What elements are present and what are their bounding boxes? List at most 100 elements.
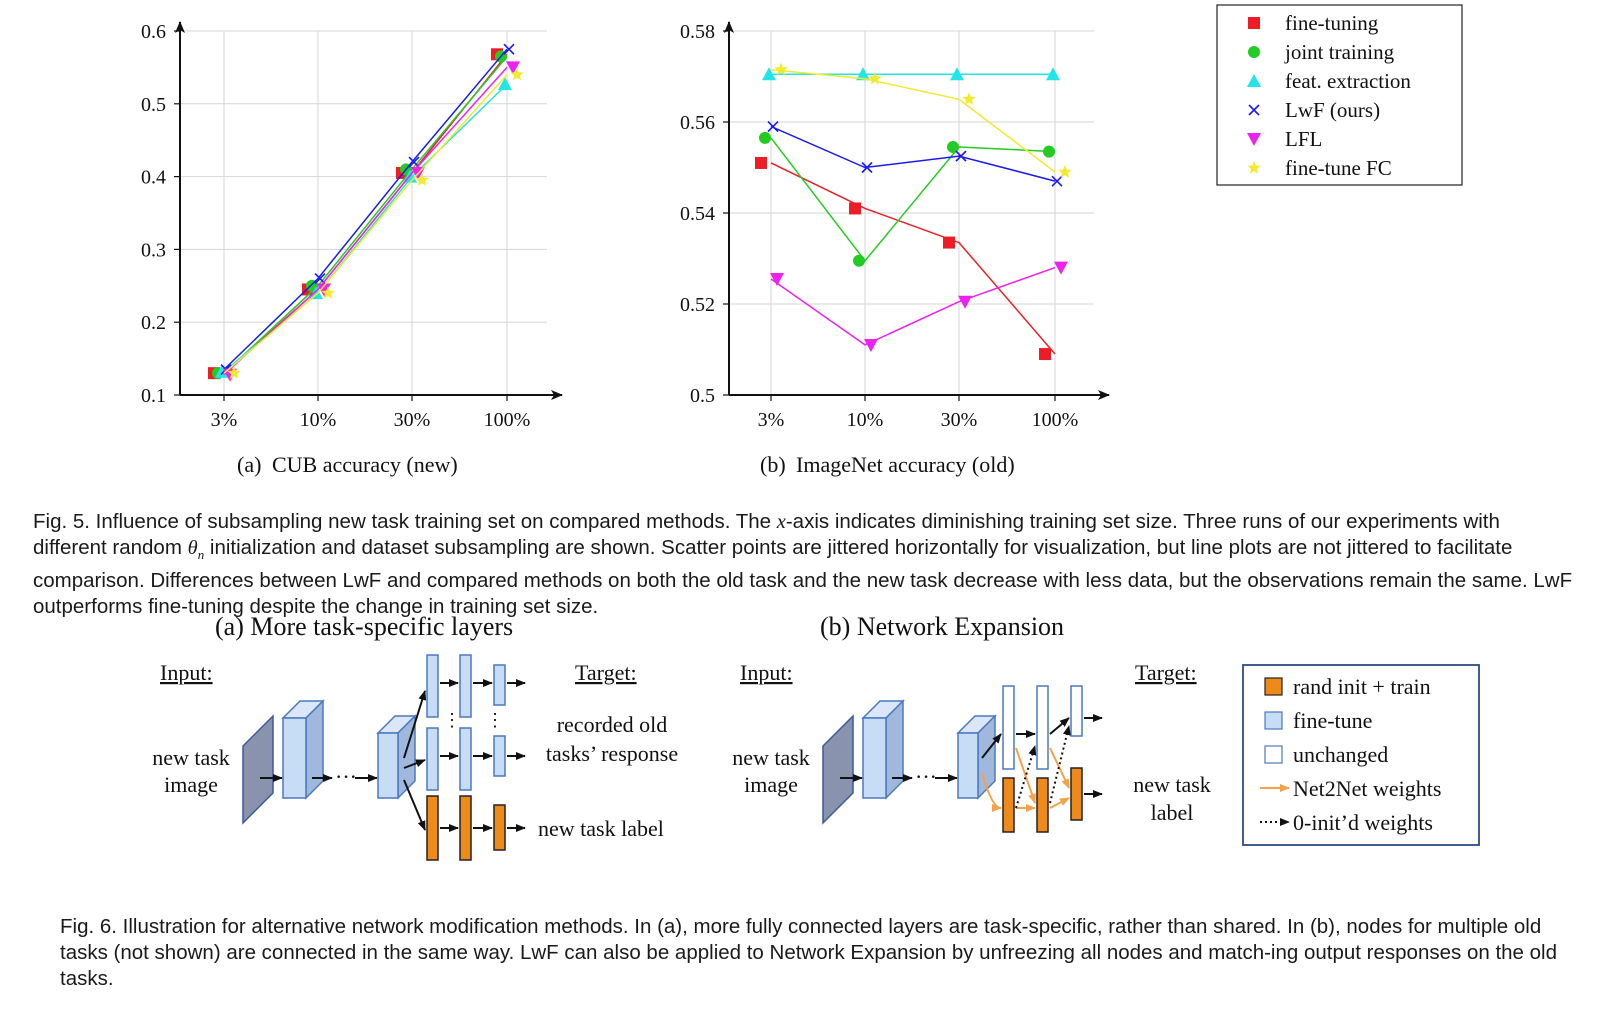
data-point (1043, 145, 1055, 158)
series-line (770, 125, 1056, 182)
y-tick-label: 0.5 (141, 94, 166, 116)
data-point (755, 156, 767, 169)
subcaption-b-tag: (b) (760, 452, 786, 477)
y-tick-label: 0.6 (141, 21, 166, 43)
x-tick-label: 3% (211, 409, 238, 431)
x-tick-label: 10% (300, 409, 337, 431)
panel-a-conv-block-2 (281, 699, 325, 800)
series-line (223, 48, 508, 371)
data-point (1058, 165, 1072, 178)
panel-b-target-label: Target: (1135, 660, 1197, 685)
panel-a-new-task-label: new task label (538, 816, 664, 841)
legend-label: joint training (1284, 40, 1395, 64)
series-fine-tune-fc (770, 62, 1072, 178)
data-point (856, 67, 870, 81)
data-point (1054, 261, 1068, 275)
figure-6-diagram: (a) More task-specific layers (b) Networ… (152, 612, 1480, 861)
panel-a-conv-block-3 (376, 714, 417, 800)
x-tick-label: 30% (394, 409, 431, 431)
caption-math-x: x (776, 511, 786, 533)
figure-5-caption-text-2: -axis indicates diminishing training set… (33, 510, 1500, 559)
panel-b-node-top-3 (1070, 685, 1083, 737)
series-line (223, 53, 508, 374)
y-tick-label: 0.4 (141, 167, 166, 189)
data-point (774, 62, 788, 76)
data-point (861, 161, 873, 174)
series-line (223, 74, 508, 374)
figure-5-charts: 0.10.20.30.40.50.63% 10% 30% 100% 0.50.520.… (141, 4, 1463, 477)
x-tick-label: 10% (847, 409, 884, 431)
y-tick-label: 0.3 (141, 239, 166, 261)
fig6-title-b: (b) Network Expansion (820, 612, 1064, 641)
legend-white-box-icon (1264, 745, 1283, 764)
series-lfl (770, 261, 1068, 352)
y-tick-label: 0.54 (680, 203, 715, 225)
x-tick-label: 3% (758, 409, 785, 431)
series-joint-training (759, 131, 1056, 267)
series-line (770, 266, 1056, 346)
y-tick-label: 0.52 (680, 294, 715, 316)
panel-a-fc-top-3 (493, 664, 506, 706)
legend-label: feat. extraction (1285, 69, 1411, 93)
panel-b-node-new-1 (1002, 777, 1015, 833)
panel-b-ellipsis: ··· (915, 764, 937, 789)
panel-a-vdots-1: ⋮ (443, 710, 461, 730)
series-lwf-ours- (767, 120, 1063, 187)
legend-marker-x-icon (1248, 104, 1260, 116)
panel-a-fc-new-2 (459, 795, 472, 861)
data-point (950, 67, 964, 81)
panel-a-fc-new-1 (426, 795, 439, 861)
panel-a-new-task-image-1: new task (152, 745, 230, 770)
series-feat-extraction (215, 77, 512, 378)
data-point (317, 283, 331, 297)
data-point (759, 131, 771, 144)
data-point (947, 141, 959, 154)
series-fine-tune-fc (223, 67, 524, 379)
data-point (955, 150, 967, 162)
panel-b-node-top-2 (1036, 685, 1049, 770)
series-line (223, 56, 508, 374)
chart-imagenet-accuracy: 0.5 0.52 0.54 0.56 0.58 3% 10% 30% 100% (680, 21, 1110, 431)
data-point (506, 61, 520, 75)
data-point (1039, 348, 1051, 361)
legend-marker-triangle-up-icon (1247, 74, 1261, 87)
panel-a-target-label: Target: (575, 660, 637, 685)
panel-b-new-task-image-2: image (744, 772, 798, 797)
x-tick-label: 30% (941, 409, 978, 431)
panel-a-vdots-2: ⋮ (486, 710, 504, 730)
legend-marker-square-icon (1248, 17, 1260, 29)
panel-a-conv-block-1 (242, 714, 274, 825)
data-point (1046, 67, 1060, 81)
data-point (767, 120, 779, 133)
subcaption-a-text: CUB accuracy (new) (272, 452, 458, 477)
caption-math-theta: θ (187, 537, 198, 559)
panel-a-fc-mid-2 (459, 727, 472, 791)
data-point (503, 43, 515, 55)
panel-b-conv-block-1 (822, 714, 854, 825)
figure-6-caption: Fig. 6. Illustration for alternative net… (60, 914, 1575, 992)
data-point (762, 67, 776, 81)
series-line (770, 68, 1056, 173)
chart-cub-accuracy: 0.1 0.2 0.3 0.4 0.5 0.6 3% 10% 30% 100% (141, 21, 563, 431)
y-tick-label: 0.1 (141, 385, 166, 407)
series-line (223, 66, 508, 376)
data-point (510, 67, 524, 81)
data-point (498, 77, 512, 91)
panel-b-node-new-2 (1036, 777, 1049, 833)
legend-label: fine-tune FC (1285, 156, 1392, 180)
panel-b-network-expansion: Input: Target: new task image ··· (732, 660, 1211, 833)
data-point (868, 71, 882, 85)
panel-b-input-label: Input: (740, 660, 793, 685)
fig6-legend-label-4: 0-init’d weights (1293, 810, 1433, 835)
legend-blue-box-icon (1264, 711, 1283, 730)
x-tick-label: 100% (484, 409, 531, 431)
subcaption-a-tag: (a) (237, 452, 261, 477)
panel-a-fc-top-1 (426, 654, 439, 718)
data-point (864, 338, 878, 352)
panel-b-new-task-label-1: new task (1133, 772, 1211, 797)
data-point (849, 202, 861, 215)
legend-label: fine-tuning (1285, 11, 1379, 35)
series-joint-training (212, 50, 508, 380)
fig6-title-a: (a) More task-specific layers (215, 612, 513, 641)
